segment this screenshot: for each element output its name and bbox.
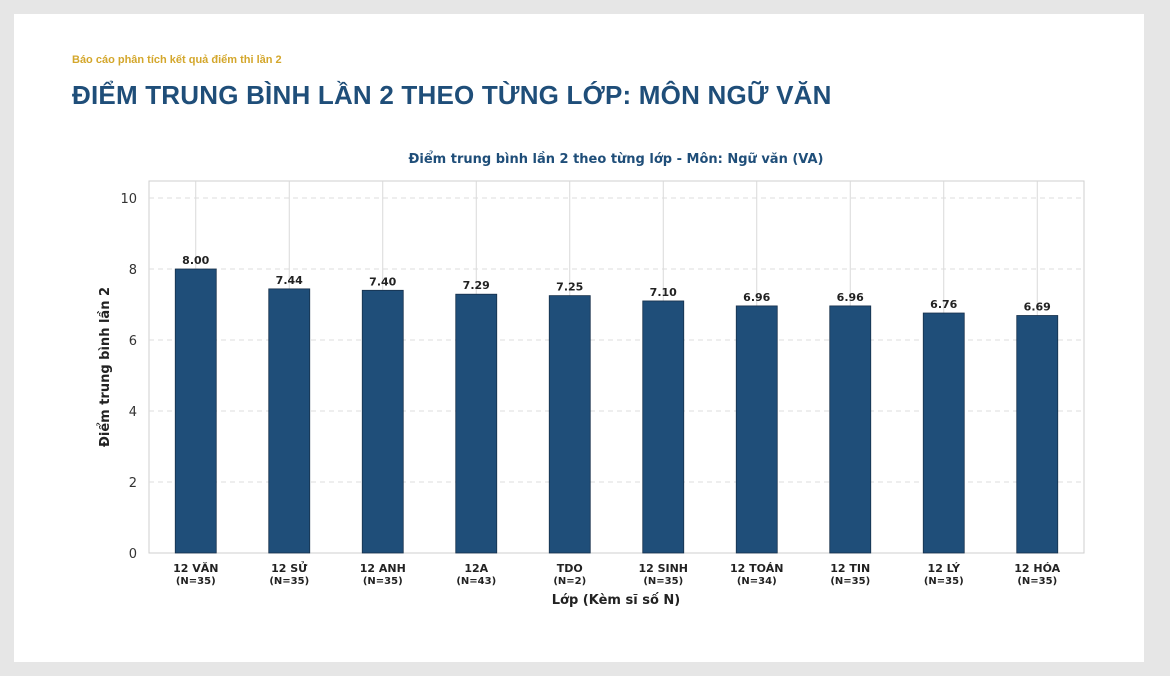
y-tick-label: 10 [120, 192, 137, 207]
bar[interactable] [735, 305, 778, 554]
bar-value-label: 6.96 [743, 291, 770, 304]
bar-value-label: 6.96 [837, 291, 864, 304]
x-tick-label: 12 HÓA [1014, 562, 1060, 575]
bar-value-label: 8.00 [182, 254, 209, 267]
page-title: ĐIỂM TRUNG BÌNH LẦN 2 THEO TỪNG LỚP: MÔN… [72, 80, 832, 110]
y-tick-label: 0 [129, 547, 137, 562]
y-axis-label: Điểm trung bình lần 2 [97, 287, 113, 447]
x-axis-label: Lớp (Kèm sĩ số N) [552, 593, 680, 608]
x-tick-count-label: (N=35) [643, 576, 683, 587]
x-tick-count-label: (N=35) [924, 576, 964, 587]
y-tick-label: 4 [129, 405, 137, 420]
y-tick-label: 6 [129, 334, 137, 349]
bar-value-label: 7.29 [463, 279, 490, 292]
bar[interactable] [455, 293, 498, 554]
x-tick-label: TDO [557, 562, 583, 575]
bar[interactable] [922, 312, 965, 554]
x-tick-count-label: (N=35) [269, 576, 309, 587]
chart-title: Điểm trung bình lần 2 theo từng lớp - Mô… [409, 151, 824, 167]
x-tick-label: 12 SINH [638, 562, 688, 575]
report-subtitle: Báo cáo phân tích kết quả điểm thi lần 2 [72, 54, 282, 66]
y-tick-label: 2 [129, 476, 137, 491]
x-tick-count-label: (N=35) [176, 576, 216, 587]
bar-value-label: 7.44 [276, 274, 303, 287]
bar-value-label: 7.10 [650, 286, 677, 299]
bar[interactable] [361, 289, 404, 554]
x-tick-count-label: (N=34) [737, 576, 777, 587]
x-tick-label: 12 VĂN [173, 562, 218, 575]
x-tick-label: 12 LÝ [928, 562, 961, 575]
bar-value-label: 7.25 [556, 281, 583, 294]
bar[interactable] [174, 268, 217, 554]
x-tick-count-label: (N=43) [456, 576, 496, 587]
x-tick-label: 12 TIN [830, 562, 870, 575]
x-tick-label: 12 TOÁN [730, 562, 783, 575]
y-tick-label: 8 [129, 263, 137, 278]
bar[interactable] [548, 295, 591, 554]
x-tick-count-label: (N=35) [1017, 576, 1057, 587]
x-tick-count-label: (N=2) [553, 576, 586, 587]
x-tick-label: 12A [464, 562, 488, 575]
bar[interactable] [642, 300, 685, 554]
bar[interactable] [1016, 315, 1059, 554]
bar-value-label: 6.76 [930, 298, 957, 311]
x-tick-label: 12 SỬ [271, 561, 308, 575]
bar-value-label: 6.69 [1024, 301, 1051, 314]
bar[interactable] [829, 305, 872, 554]
x-tick-count-label: (N=35) [830, 576, 870, 587]
bar-value-label: 7.40 [369, 275, 396, 288]
x-tick-count-label: (N=35) [363, 576, 403, 587]
x-tick-label: 12 ANH [360, 562, 406, 575]
bar[interactable] [268, 288, 311, 554]
